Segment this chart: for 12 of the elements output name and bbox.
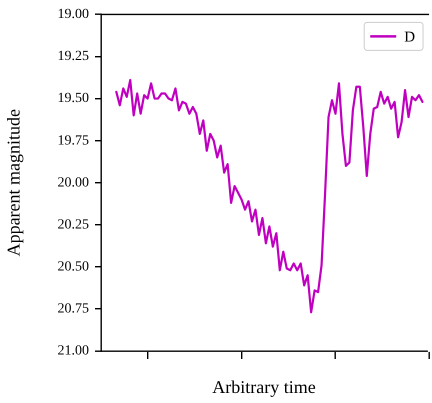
y-tick-label: 19.25 [58, 49, 89, 64]
legend-label: D [404, 29, 416, 46]
y-tick-label: 20.00 [58, 175, 89, 190]
y-tick-label: 21.00 [58, 344, 89, 359]
x-axis-title: Arbitrary time [212, 376, 316, 397]
y-tick-label: 20.75 [58, 302, 89, 317]
y-tick-label: 19.00 [58, 7, 89, 22]
y-tick-label: 19.50 [58, 91, 89, 106]
y-tick-label: 20.25 [58, 217, 89, 232]
y-axis-title: Apparent magnitude [4, 108, 24, 256]
y-tick-label: 20.50 [58, 260, 89, 275]
y-tick-label: 19.75 [58, 133, 89, 148]
